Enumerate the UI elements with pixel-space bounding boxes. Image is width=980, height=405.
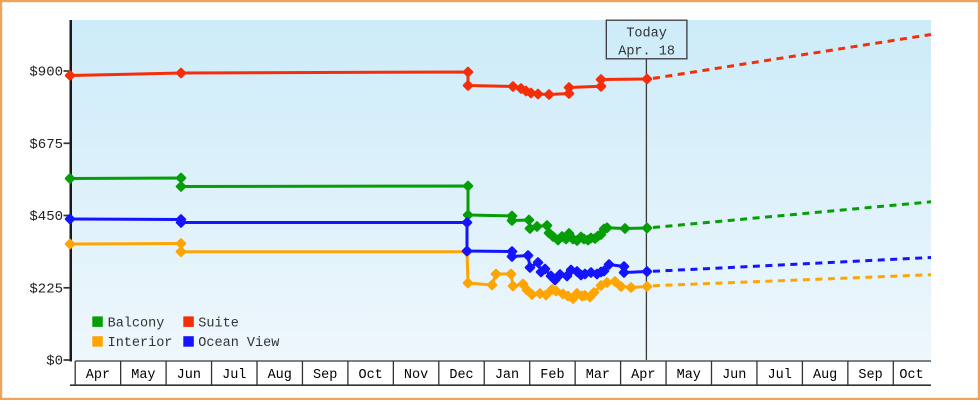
svg-text:Oct: Oct [899,368,923,383]
svg-text:$450: $450 [29,209,63,225]
svg-text:Oct: Oct [358,368,382,383]
svg-text:Suite: Suite [198,316,239,331]
svg-text:Aug: Aug [813,368,837,383]
svg-text:Nov: Nov [404,368,428,383]
svg-text:May: May [131,368,155,383]
svg-text:Balcony: Balcony [108,316,165,331]
svg-text:Sep: Sep [313,368,337,383]
svg-text:Jul: Jul [768,368,792,383]
svg-text:Jun: Jun [177,368,201,383]
svg-text:Today: Today [626,27,667,42]
svg-text:Apr: Apr [631,368,655,383]
svg-text:Aug: Aug [268,368,292,383]
svg-text:Sep: Sep [858,368,882,383]
svg-text:May: May [677,368,701,383]
svg-text:$900: $900 [29,65,63,81]
svg-text:Jun: Jun [722,368,746,383]
svg-text:Jan: Jan [495,368,519,383]
svg-text:$225: $225 [29,282,63,298]
svg-text:Ocean View: Ocean View [198,336,279,351]
svg-text:Mar: Mar [586,368,610,383]
svg-text:$675: $675 [29,137,63,153]
svg-text:Jul: Jul [222,368,246,383]
svg-text:Interior: Interior [108,336,173,351]
svg-text:Feb: Feb [540,368,564,383]
svg-text:$0: $0 [46,354,63,370]
svg-text:Dec: Dec [449,368,473,383]
svg-text:Apr: Apr [86,368,110,383]
svg-text:Apr. 18: Apr. 18 [618,45,675,60]
